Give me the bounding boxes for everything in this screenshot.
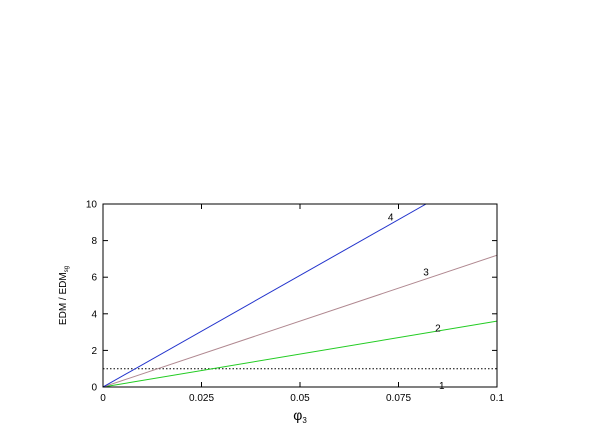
- plot-frame: [102, 203, 498, 388]
- x-tick-label: 0.075: [386, 393, 411, 404]
- x-tick-label: 0: [100, 393, 106, 404]
- y-tick-label: 0: [91, 383, 97, 394]
- axes-layer: [102, 203, 498, 388]
- x-axis-label: φ3: [293, 407, 307, 425]
- series-label-4: 4: [388, 213, 394, 224]
- y-tick-label: 10: [86, 200, 98, 211]
- x-tick-label: 0.025: [189, 393, 214, 404]
- series-line-3: [103, 254, 497, 387]
- series-line-4: [103, 204, 427, 387]
- series-layer: [103, 204, 497, 387]
- y-tick-label: 2: [91, 346, 97, 357]
- x-tick-label: 0.1: [490, 393, 504, 404]
- y-axis-label: EDM / EDMsg: [58, 266, 70, 325]
- series-label-1: 1: [439, 381, 445, 392]
- series-line-2: [103, 320, 497, 387]
- y-tick-label: 6: [91, 273, 97, 284]
- y-tick-label: 8: [91, 236, 97, 247]
- labels-layer: 0 0.025 0.05 0.075 0.1 0 2 4 6 8 10 φ3 EDM / EDMsg 1 2…: [58, 200, 504, 426]
- y-tick-label: 4: [91, 309, 97, 320]
- series-label-2: 2: [435, 323, 441, 334]
- x-tick-label: 0.05: [290, 393, 310, 404]
- series-label-3: 3: [423, 268, 429, 279]
